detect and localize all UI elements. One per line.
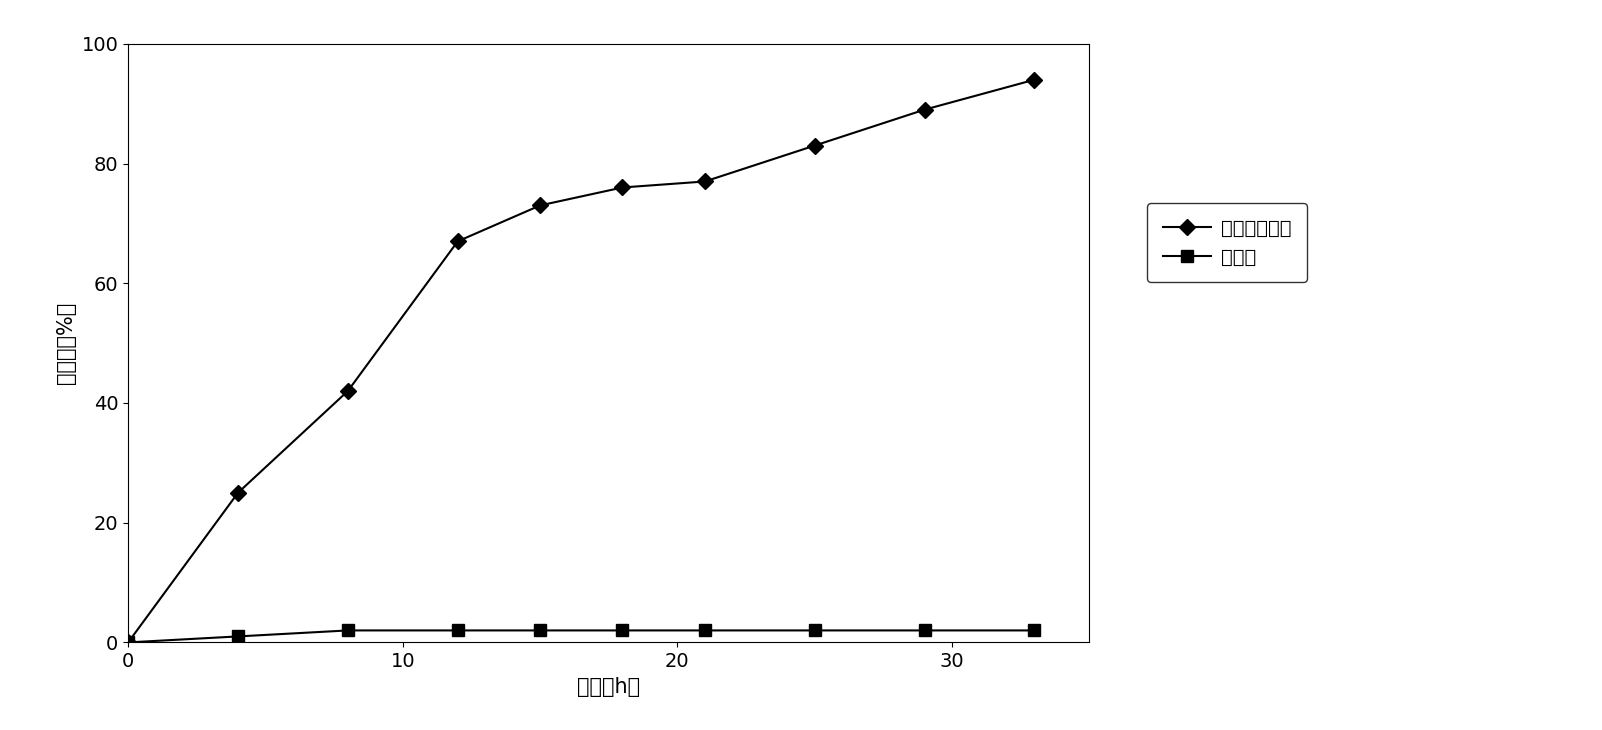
未添加 [806, 626, 825, 635]
未添加 [530, 626, 549, 635]
添加二氧化鈢 [806, 141, 825, 150]
Y-axis label: 降解率（%）: 降解率（%） [56, 302, 75, 384]
添加二氧化鈢 [915, 105, 934, 114]
未添加 [614, 626, 633, 635]
添加二氧化鈢 [695, 177, 714, 186]
未添加 [338, 626, 357, 635]
添加二氧化鈢 [119, 638, 138, 647]
添加二氧化鈢 [614, 183, 633, 192]
未添加 [119, 638, 138, 647]
Legend: 添加二氧化鈢, 未添加: 添加二氧化鈢, 未添加 [1147, 203, 1307, 282]
添加二氧化鈢 [530, 201, 549, 210]
X-axis label: 时间（h）: 时间（h） [577, 677, 641, 696]
未添加 [229, 632, 248, 641]
未添加 [915, 626, 934, 635]
添加二氧化鈢 [338, 387, 357, 396]
添加二氧化鈢 [449, 237, 468, 246]
未添加 [695, 626, 714, 635]
添加二氧化鈢 [1025, 75, 1045, 84]
未添加 [1025, 626, 1045, 635]
未添加 [449, 626, 468, 635]
Line: 未添加: 未添加 [123, 625, 1040, 648]
Line: 添加二氧化鈢: 添加二氧化鈢 [123, 74, 1040, 648]
添加二氧化鈢 [229, 488, 248, 497]
